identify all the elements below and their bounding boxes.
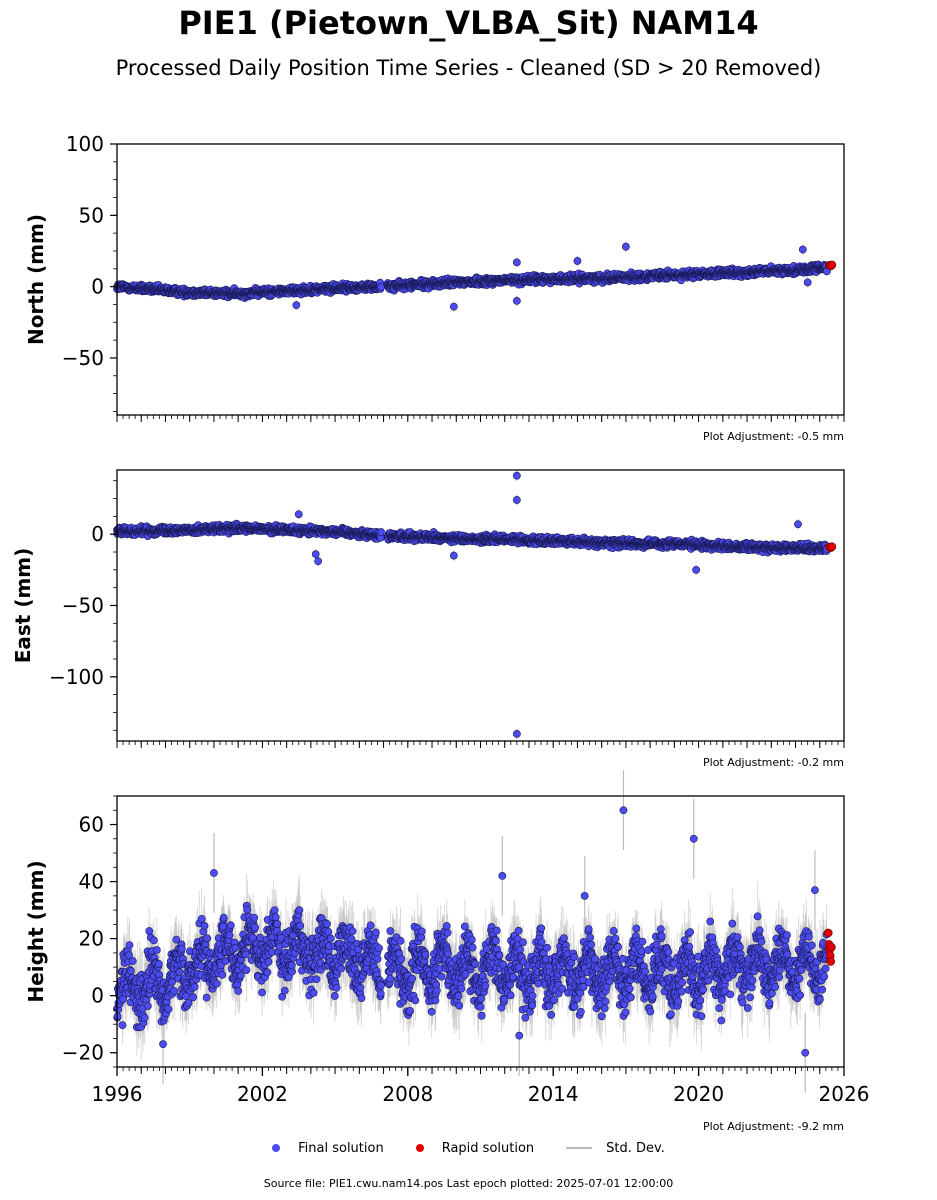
final-point-outlier (512, 296, 521, 305)
final-point-outlier (803, 278, 812, 287)
final-point-outlier (512, 258, 521, 267)
final-point-outlier (798, 245, 807, 254)
rapid-point (827, 260, 837, 270)
chart-subtitle: Processed Daily Position Time Series - C… (0, 56, 937, 80)
final-solution-series (113, 242, 831, 311)
final-point-outlier (622, 242, 630, 251)
chart-title: PIE1 (Pietown_VLBA_Sit) NAM14 (0, 4, 937, 42)
final-point (377, 283, 385, 291)
final-point-outlier (292, 301, 301, 310)
final-point-outlier (449, 302, 458, 311)
rapid-solution-series (825, 260, 837, 271)
final-point-outlier (573, 257, 582, 265)
